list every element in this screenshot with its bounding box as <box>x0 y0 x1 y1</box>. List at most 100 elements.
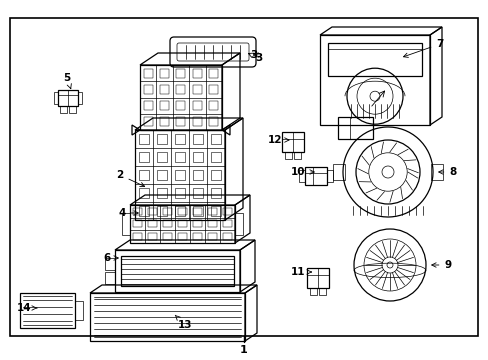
Text: 3: 3 <box>248 53 262 63</box>
Bar <box>105 272 115 284</box>
Bar <box>430 164 442 180</box>
Bar <box>143 85 152 94</box>
Bar <box>174 152 185 162</box>
Text: 12: 12 <box>267 135 288 145</box>
Bar <box>208 233 216 240</box>
Bar <box>192 134 203 144</box>
Text: 5: 5 <box>63 73 71 89</box>
Text: 2: 2 <box>116 170 144 186</box>
Bar <box>133 220 141 228</box>
Bar <box>60 106 67 113</box>
Text: 13: 13 <box>175 315 192 330</box>
Bar <box>176 117 185 126</box>
Bar <box>174 206 185 216</box>
Bar <box>210 152 221 162</box>
Bar <box>160 85 169 94</box>
Bar <box>210 170 221 180</box>
Bar <box>133 233 141 240</box>
Text: 6: 6 <box>103 253 118 263</box>
Bar <box>174 134 185 144</box>
Bar <box>163 208 171 215</box>
Bar <box>105 258 115 270</box>
Bar <box>208 220 216 228</box>
Bar <box>223 220 231 228</box>
Bar <box>223 208 231 215</box>
Bar <box>156 152 167 162</box>
Bar <box>193 208 201 215</box>
Bar <box>148 233 156 240</box>
Bar <box>133 208 141 215</box>
Bar <box>318 288 325 295</box>
Bar <box>178 208 186 215</box>
Text: 1: 1 <box>240 345 247 355</box>
Bar <box>176 101 185 110</box>
Bar <box>148 220 156 228</box>
Text: 11: 11 <box>290 267 311 277</box>
Text: 10: 10 <box>290 167 314 177</box>
Bar <box>209 68 218 77</box>
Bar <box>54 92 58 104</box>
Text: 8: 8 <box>438 167 456 177</box>
Bar <box>235 213 243 235</box>
Bar <box>10 18 477 336</box>
Bar <box>326 170 332 182</box>
Bar <box>143 101 152 110</box>
Bar <box>223 233 231 240</box>
Bar <box>293 152 301 159</box>
Bar <box>208 208 216 215</box>
Bar <box>138 170 149 180</box>
Bar <box>156 170 167 180</box>
Bar <box>193 220 201 228</box>
Bar <box>143 117 152 126</box>
Bar <box>192 170 203 180</box>
Bar <box>163 233 171 240</box>
Bar <box>138 188 149 198</box>
Bar <box>309 288 316 295</box>
Text: 3: 3 <box>250 50 258 60</box>
Bar <box>192 206 203 216</box>
Bar <box>306 268 328 288</box>
Bar <box>332 164 345 180</box>
Bar <box>174 170 185 180</box>
Text: 4: 4 <box>118 208 138 218</box>
Bar <box>148 208 156 215</box>
Bar <box>143 68 152 77</box>
Bar <box>209 101 218 110</box>
Bar <box>285 152 291 159</box>
Bar <box>69 106 76 113</box>
Bar <box>192 152 203 162</box>
Bar <box>176 68 185 77</box>
Bar <box>178 220 186 228</box>
Text: 7: 7 <box>403 39 443 57</box>
Bar <box>138 152 149 162</box>
Bar <box>160 117 169 126</box>
Bar <box>209 117 218 126</box>
Bar <box>156 188 167 198</box>
Bar <box>160 68 169 77</box>
Bar <box>174 188 185 198</box>
Bar <box>193 233 201 240</box>
Bar <box>156 206 167 216</box>
Text: 9: 9 <box>431 260 450 270</box>
Bar <box>210 206 221 216</box>
Bar <box>282 132 304 152</box>
Bar <box>138 206 149 216</box>
Bar <box>160 101 169 110</box>
Text: 14: 14 <box>17 303 37 313</box>
Bar <box>156 134 167 144</box>
Bar <box>192 68 202 77</box>
Bar <box>192 101 202 110</box>
Bar <box>192 117 202 126</box>
Bar <box>192 188 203 198</box>
Bar <box>78 92 82 104</box>
Bar <box>163 220 171 228</box>
Bar <box>210 134 221 144</box>
Bar <box>176 85 185 94</box>
Bar <box>192 85 202 94</box>
Bar <box>58 90 78 106</box>
Bar <box>305 167 326 185</box>
Bar <box>138 134 149 144</box>
Bar <box>122 213 130 235</box>
Bar <box>178 233 186 240</box>
Bar <box>298 170 305 182</box>
